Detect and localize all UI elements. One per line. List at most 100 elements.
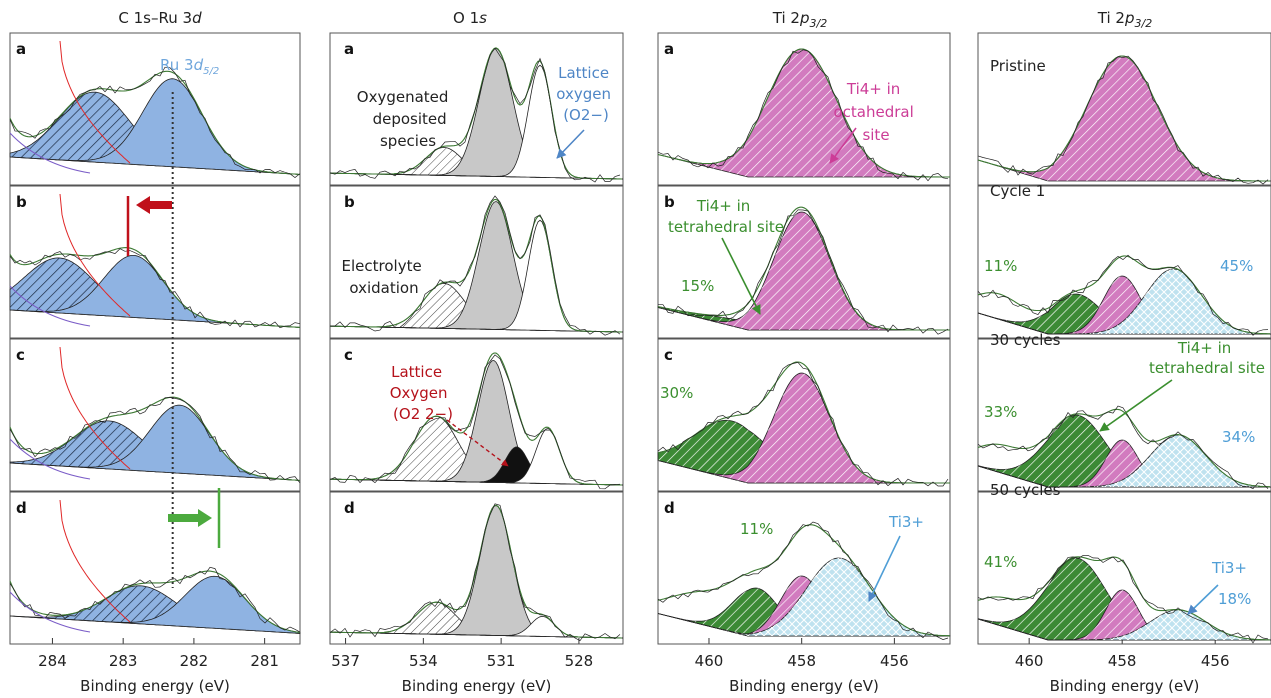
ti-oct-label: Ti4+ in octahedral site [833, 80, 918, 144]
x-axis-label: Binding energy (eV) [80, 677, 230, 695]
fit-component-hatch [978, 558, 1271, 640]
c1s-ru3d-column: 284 283 282 281 Binding energy (eV) a b c d [9, 32, 301, 695]
panel-frame [657, 185, 951, 339]
col3-c-pct: 30% [660, 384, 693, 402]
panel-letter: d [16, 499, 27, 517]
lattice-oxygen-label: Lattice oxygen (O2−) [556, 64, 616, 124]
col4-panel-label-pristine: Pristine [990, 57, 1046, 75]
fit-envelope [977, 408, 1271, 488]
raw-spectrum [977, 405, 1269, 490]
panel-frame [9, 491, 301, 645]
x-axis-label: Binding energy (eV) [1050, 677, 1200, 695]
ti-tet-arrow [721, 237, 761, 315]
raw-spectrum [9, 66, 301, 178]
panel-frame [657, 32, 951, 186]
lattice-oxygen-c-arrow [446, 419, 509, 467]
fit-envelope [9, 396, 301, 481]
x-tick-label: 456 [1201, 652, 1230, 670]
raw-spectrum [657, 49, 949, 182]
fit-component-hatch [658, 212, 950, 330]
panel-letter: a [664, 40, 674, 58]
green-arrow [168, 509, 212, 527]
raw-spectrum [977, 55, 1269, 185]
panel-frame [9, 185, 301, 339]
fit-component-hatch [658, 420, 950, 483]
panel-frame [329, 491, 624, 645]
col3-d-pct: 11% [740, 520, 773, 538]
panel-letter: d [344, 499, 355, 517]
fit-envelope [9, 570, 301, 634]
panel-letter: b [344, 193, 355, 211]
raw-spectrum [977, 554, 1269, 644]
fit-component-hatch [10, 420, 300, 481]
oxygenated-label: Oxygenated deposited species [357, 88, 453, 150]
x-tick-label: 460 [695, 652, 724, 670]
x-tick-label: 283 [109, 652, 138, 670]
x-tick-label: 534 [409, 652, 438, 670]
col3-ti3-label: Ti3+ [888, 513, 924, 531]
raw-spectrum [658, 209, 949, 335]
panel-frame [977, 338, 1271, 492]
panel-frame [657, 491, 951, 645]
col3-b-pct: 15% [681, 277, 714, 295]
fit-component-hatch [978, 435, 1271, 487]
raw-spectrum [9, 397, 301, 484]
fit-component [329, 219, 623, 333]
panel-frame [977, 32, 1271, 186]
fit-component [9, 575, 301, 634]
fit-component [329, 615, 623, 639]
col4-title: Ti 2p3/2 [1097, 9, 1152, 30]
background-curve [9, 591, 91, 633]
fit-component-hatch [978, 294, 1271, 334]
raw-spectrum [9, 566, 301, 633]
x-tick-label: 281 [250, 652, 279, 670]
x-tick-label: 458 [1108, 652, 1137, 670]
fit-component-hatch [330, 416, 623, 485]
fit-envelope [329, 198, 623, 333]
fit-component-hatch [330, 602, 623, 638]
fit-component-hatch [978, 610, 1271, 640]
panel-letter: b [16, 193, 27, 211]
panel-letter: d [664, 499, 675, 517]
x-axis-label: Binding energy (eV) [729, 677, 879, 695]
x-tick-label: 282 [180, 652, 209, 670]
x-tick-label: 528 [565, 652, 594, 670]
col4-ti-tet-arrow [1099, 379, 1173, 432]
panel-letter: c [344, 346, 353, 364]
raw-spectrum [329, 503, 621, 642]
col4-panel-label-cycle1: Cycle 1 [990, 182, 1045, 200]
col4-c-pct-green: 33% [984, 403, 1017, 421]
raw-spectrum [329, 354, 621, 490]
panel-letter: b [664, 193, 675, 211]
col4-c-pct-blue: 34% [1222, 428, 1255, 446]
fit-component [329, 505, 623, 639]
panel-frame [9, 338, 301, 492]
fit-component [329, 428, 623, 486]
fit-component-hatch [658, 558, 950, 636]
col4-d-pct-green: 41% [984, 553, 1017, 571]
raw-spectrum [657, 521, 949, 640]
background-curve [9, 438, 91, 480]
red-arrow [136, 196, 172, 214]
lattice-oxygen-c-label: Lattice Oxygen (O2 2−) [390, 363, 453, 423]
fit-component-hatch [658, 49, 950, 177]
col2-title: O 1s [453, 9, 487, 27]
col4-b-pct-green: 11% [984, 257, 1017, 275]
col3-title: Ti 2p3/2 [772, 9, 827, 30]
x-tick-label: 537 [331, 652, 360, 670]
col3-ti3-arrow [868, 535, 901, 602]
col4-ti-tet-label: Ti4+ in tetrahedral site [1149, 339, 1265, 377]
fit-component-hatch [978, 440, 1271, 487]
fit-component-hatch [658, 588, 950, 636]
o1s-column: 537 534 531 528 Binding energy (eV) a b c d [329, 32, 624, 695]
fit-component-hatch [978, 276, 1271, 334]
panel-frame [657, 338, 951, 492]
x-axis-label: Binding energy (eV) [402, 677, 552, 695]
x-tick-label: 460 [1015, 652, 1044, 670]
col4-b-pct-blue: 45% [1220, 257, 1253, 275]
fit-component-hatch [10, 585, 300, 634]
fit-component-hatch [978, 415, 1271, 487]
fit-envelope [977, 255, 1270, 335]
